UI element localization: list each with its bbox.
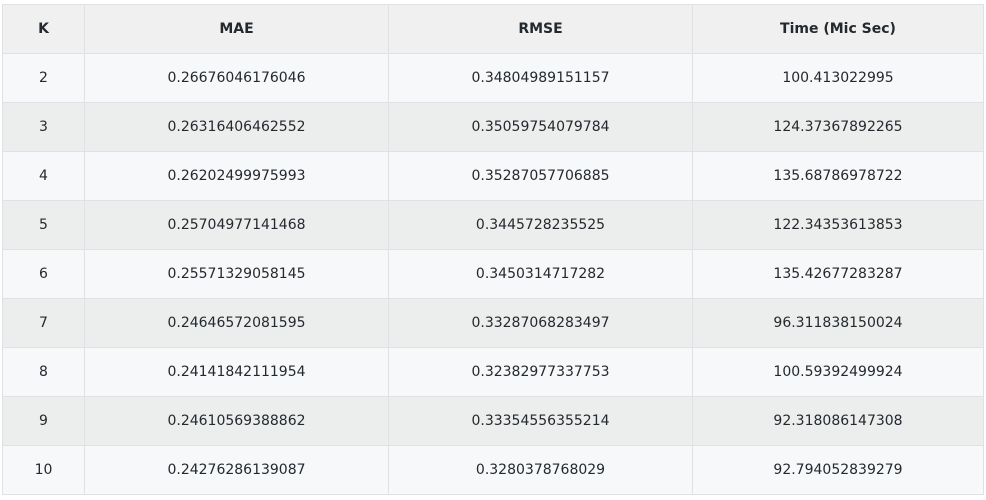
cell-time: 100.413022995	[692, 53, 984, 103]
cell-k: 9	[2, 396, 85, 446]
cell-mae: 0.25571329058145	[84, 249, 389, 299]
cell-k: 10	[2, 445, 85, 495]
table-row: 2 0.26676046176046 0.34804989151157 100.…	[2, 53, 984, 103]
column-header-rmse: RMSE	[388, 4, 693, 54]
cell-k: 4	[2, 151, 85, 201]
cell-mae: 0.26676046176046	[84, 53, 389, 103]
column-header-time: Time (Mic Sec)	[692, 4, 984, 54]
cell-mae: 0.24646572081595	[84, 298, 389, 348]
cell-time: 124.37367892265	[692, 102, 984, 152]
cell-k: 6	[2, 249, 85, 299]
cell-k: 2	[2, 53, 85, 103]
table-row: 9 0.24610569388862 0.33354556355214 92.3…	[2, 396, 984, 446]
cell-rmse: 0.33287068283497	[388, 298, 693, 348]
cell-time: 92.794052839279	[692, 445, 984, 495]
cell-rmse: 0.35287057706885	[388, 151, 693, 201]
table-row: 10 0.24276286139087 0.3280378768029 92.7…	[2, 445, 984, 495]
cell-rmse: 0.33354556355214	[388, 396, 693, 446]
cell-mae: 0.24276286139087	[84, 445, 389, 495]
cell-mae: 0.25704977141468	[84, 200, 389, 250]
table-row: 6 0.25571329058145 0.3450314717282 135.4…	[2, 249, 984, 299]
cell-k: 7	[2, 298, 85, 348]
cell-time: 135.42677283287	[692, 249, 984, 299]
cell-k: 8	[2, 347, 85, 397]
results-table: K MAE RMSE Time (Mic Sec) 2 0.2667604617…	[2, 4, 984, 495]
cell-time: 96.311838150024	[692, 298, 984, 348]
cell-mae: 0.24610569388862	[84, 396, 389, 446]
table-header-row: K MAE RMSE Time (Mic Sec)	[2, 4, 984, 54]
cell-time: 135.68786978722	[692, 151, 984, 201]
cell-rmse: 0.35059754079784	[388, 102, 693, 152]
cell-k: 3	[2, 102, 85, 152]
cell-rmse: 0.3280378768029	[388, 445, 693, 495]
cell-time: 122.34353613853	[692, 200, 984, 250]
results-table-container: K MAE RMSE Time (Mic Sec) 2 0.2667604617…	[2, 4, 984, 495]
table-row: 8 0.24141842111954 0.32382977337753 100.…	[2, 347, 984, 397]
cell-mae: 0.24141842111954	[84, 347, 389, 397]
cell-time: 100.59392499924	[692, 347, 984, 397]
cell-rmse: 0.32382977337753	[388, 347, 693, 397]
cell-time: 92.318086147308	[692, 396, 984, 446]
table-row: 5 0.25704977141468 0.3445728235525 122.3…	[2, 200, 984, 250]
cell-mae: 0.26202499975993	[84, 151, 389, 201]
table-row: 7 0.24646572081595 0.33287068283497 96.3…	[2, 298, 984, 348]
cell-rmse: 0.34804989151157	[388, 53, 693, 103]
cell-rmse: 0.3445728235525	[388, 200, 693, 250]
cell-mae: 0.26316406462552	[84, 102, 389, 152]
table-row: 4 0.26202499975993 0.35287057706885 135.…	[2, 151, 984, 201]
column-header-mae: MAE	[84, 4, 389, 54]
table-row: 3 0.26316406462552 0.35059754079784 124.…	[2, 102, 984, 152]
column-header-k: K	[2, 4, 85, 54]
cell-rmse: 0.3450314717282	[388, 249, 693, 299]
cell-k: 5	[2, 200, 85, 250]
